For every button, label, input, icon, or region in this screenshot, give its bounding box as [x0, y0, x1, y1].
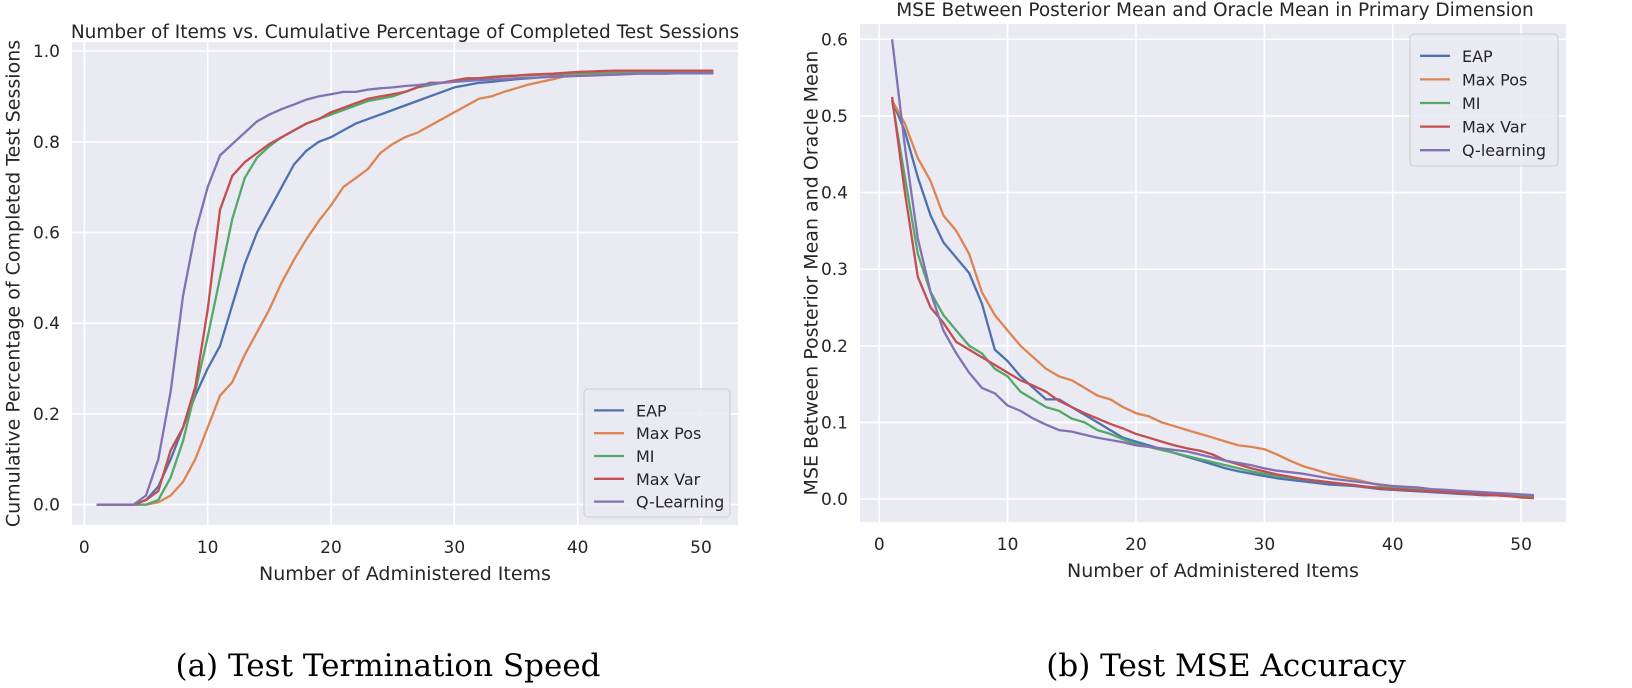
- y-tick-label: 0.5: [821, 107, 848, 127]
- x-axis-label: Number of Administered Items: [259, 563, 551, 585]
- y-tick-label: 0.4: [821, 184, 848, 204]
- legend-label: Max Var: [1462, 118, 1527, 137]
- legend-label: Max Pos: [1462, 70, 1527, 89]
- legend-label: Q-Learning: [636, 493, 724, 512]
- chart-title: MSE Between Posterior Mean and Oracle Me…: [896, 0, 1534, 21]
- x-tick-label: 20: [1125, 535, 1147, 555]
- x-tick-label: 50: [1510, 535, 1532, 555]
- y-tick-label: 1.0: [33, 42, 60, 62]
- chart-left: 0 10 20 30 40 50 0.0 0.2 0.4 0.6 0.8 1.0 Number of I…: [3, 22, 740, 585]
- x-tick-label: 10: [997, 535, 1019, 555]
- x-tick-label: 40: [1382, 535, 1404, 555]
- x-axis-label: Number of Administered Items: [1067, 560, 1359, 582]
- legend-label: MI: [636, 447, 655, 466]
- series-line-q-learning: [96, 72, 714, 506]
- y-tick-label: 0.6: [821, 30, 848, 50]
- legend-box: [1409, 33, 1559, 167]
- x-tick-label: 40: [567, 538, 589, 558]
- series-line-max-var: [96, 69, 714, 506]
- series-line-q-learning: [890, 39, 1534, 497]
- x-tick-label: 20: [320, 538, 342, 558]
- legend-label: Q-learning: [1462, 141, 1546, 160]
- y-axis-label: Cumulative Percentage of Completed Test …: [3, 40, 25, 527]
- chart-title: Number of Items vs. Cumulative Percentag…: [71, 22, 739, 43]
- legend-label: Max Var: [636, 470, 701, 489]
- x-tick-label: 0: [874, 535, 885, 555]
- y-tick-label: 0.0: [33, 496, 60, 516]
- x-tick-label: 30: [444, 538, 466, 558]
- y-tick-label: 0.2: [33, 405, 60, 425]
- x-tick-label: 10: [197, 538, 219, 558]
- legend-box: [583, 388, 731, 518]
- x-tick-label: 50: [690, 538, 712, 558]
- legend-label: EAP: [636, 401, 667, 420]
- y-tick-label: 0.6: [33, 223, 60, 243]
- legend-label: MI: [1462, 94, 1481, 113]
- legend-label: EAP: [1462, 47, 1493, 66]
- legend-label: Max Pos: [636, 424, 701, 443]
- y-tick-label: 0.3: [821, 260, 848, 280]
- y-tick-label: 0.4: [33, 314, 60, 334]
- y-tick-label: 0.2: [821, 337, 848, 357]
- y-axis-label: MSE Between Posterior Mean and Oracle Me…: [801, 51, 823, 496]
- x-tick-label: 0: [79, 538, 90, 558]
- y-tick-label: 0.8: [33, 133, 60, 153]
- x-tick-label: 30: [1254, 535, 1276, 555]
- y-tick-label: 0.0: [821, 490, 848, 510]
- y-tick-label: 0.1: [821, 413, 848, 433]
- caption-right: (b) Test MSE Accuracy: [1046, 648, 1406, 684]
- series-line-max-var: [890, 96, 1534, 500]
- caption-left: (a) Test Termination Speed: [175, 648, 600, 684]
